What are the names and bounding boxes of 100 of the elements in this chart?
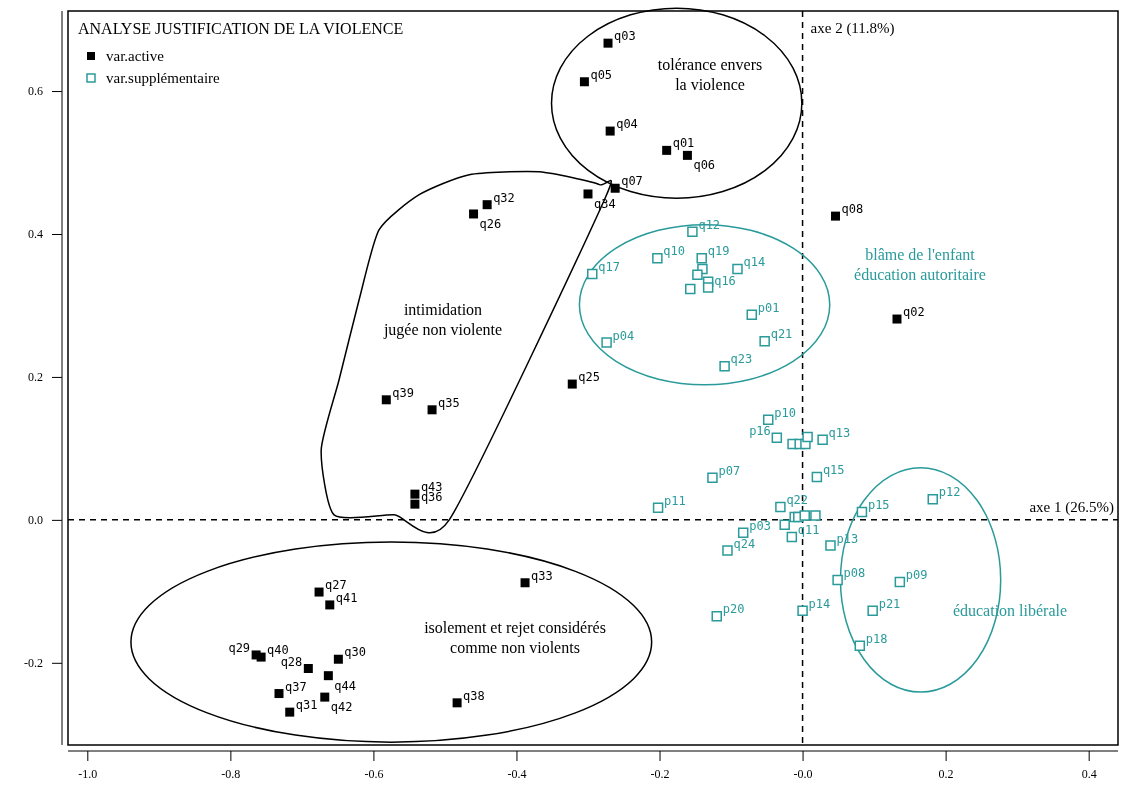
annotation: p20 <box>722 602 745 617</box>
annotation: intimidation jugée non violente <box>382 301 503 339</box>
x-tick-label: 0.2 <box>938 767 954 781</box>
annotation: q06 <box>693 158 716 173</box>
y-tick-label: 0.4 <box>28 227 43 242</box>
point <box>702 282 714 293</box>
point <box>825 540 836 551</box>
legend-label: var.supplémentaire <box>106 70 221 86</box>
point <box>452 698 462 708</box>
point <box>711 611 722 622</box>
point <box>652 502 664 513</box>
annotation: q33 <box>531 568 553 583</box>
point <box>746 309 758 320</box>
point <box>333 654 343 664</box>
annotation: q08 <box>841 202 864 217</box>
annotation: q39 <box>392 385 414 400</box>
point <box>817 434 828 446</box>
annotation: p21 <box>878 596 901 611</box>
point <box>856 506 868 518</box>
point <box>469 209 479 219</box>
point <box>381 395 391 405</box>
point <box>603 38 613 48</box>
annotation: q24 <box>733 536 756 551</box>
point <box>520 578 530 588</box>
point <box>587 268 598 280</box>
point <box>410 499 420 509</box>
point <box>759 335 770 347</box>
point <box>802 431 813 443</box>
annotation: p04 <box>612 328 635 343</box>
annotation: p16 <box>749 423 771 438</box>
annotation: q22 <box>786 493 809 507</box>
x-tick-label: -0.0 <box>793 767 813 781</box>
annotation: q43 <box>420 480 443 495</box>
annotation: q17 <box>598 260 620 275</box>
point <box>320 692 330 702</box>
annotation: q32 <box>493 190 515 205</box>
x-tick-label: -0.4 <box>507 767 527 781</box>
annotation: q13 <box>828 425 851 440</box>
annotation: q07 <box>621 174 643 189</box>
annotation: q10 <box>663 244 686 259</box>
point <box>427 405 437 415</box>
point <box>775 501 786 513</box>
point <box>696 253 707 264</box>
annotation: q05 <box>590 67 613 82</box>
annotation: q23 <box>730 352 753 367</box>
point <box>830 211 840 221</box>
ref-line-label: axe 1 (26.5%) <box>1029 498 1114 516</box>
annotation: q31 <box>295 698 318 713</box>
annotation: p03 <box>749 518 771 533</box>
annotation: p11 <box>664 493 686 508</box>
x-tick-label: -0.8 <box>221 767 241 781</box>
point <box>610 183 620 193</box>
point <box>605 126 615 136</box>
annotation: q42 <box>330 700 353 715</box>
annotation: q38 <box>463 688 485 703</box>
annotation: p12 <box>938 485 961 500</box>
annotation: q21 <box>770 327 793 342</box>
point <box>482 200 492 210</box>
annotation: q19 <box>707 244 730 259</box>
annotation: q14 <box>743 255 766 270</box>
annotation: p01 <box>757 300 780 315</box>
point <box>732 263 743 275</box>
y-tick-label: -0.2 <box>24 656 43 671</box>
point <box>601 337 612 348</box>
annotation: q29 <box>228 640 251 655</box>
point <box>314 587 324 597</box>
point <box>771 432 783 443</box>
annotation: p10 <box>774 405 796 420</box>
annotation: q25 <box>578 370 600 385</box>
annotation: p09 <box>905 568 928 583</box>
annotation: q03 <box>614 29 636 44</box>
point <box>811 471 823 483</box>
point <box>894 576 906 588</box>
point <box>892 314 902 324</box>
point <box>567 379 577 389</box>
text: ANALYSE JUSTIFICATION DE LA VIOLENCE <box>78 20 404 37</box>
annotation: isolement et rejet considérés comme non violents <box>424 619 606 656</box>
y-tick-label: 0.6 <box>28 84 43 99</box>
point <box>867 605 878 616</box>
annotation: p18 <box>865 631 888 646</box>
point <box>652 253 663 264</box>
annotation: p15 <box>867 498 890 513</box>
point <box>410 489 420 499</box>
annotation: q37 <box>285 679 307 694</box>
annotation: tolérance envers la violence <box>657 56 763 93</box>
annotation: q02 <box>902 305 925 320</box>
annotation: q15 <box>822 462 845 477</box>
annotation: q11 <box>797 523 820 538</box>
annotation: q16 <box>714 273 736 288</box>
point <box>797 605 808 616</box>
point <box>707 472 718 483</box>
y-tick-label: 0.2 <box>28 370 43 385</box>
point <box>274 689 284 699</box>
annotation: q30 <box>344 645 367 660</box>
annotation: q26 <box>479 216 502 231</box>
annotation: q44 <box>334 678 357 693</box>
point <box>737 527 749 538</box>
x-tick-label: -1.0 <box>78 767 98 781</box>
annotation: q27 <box>325 578 347 593</box>
point <box>762 414 774 426</box>
